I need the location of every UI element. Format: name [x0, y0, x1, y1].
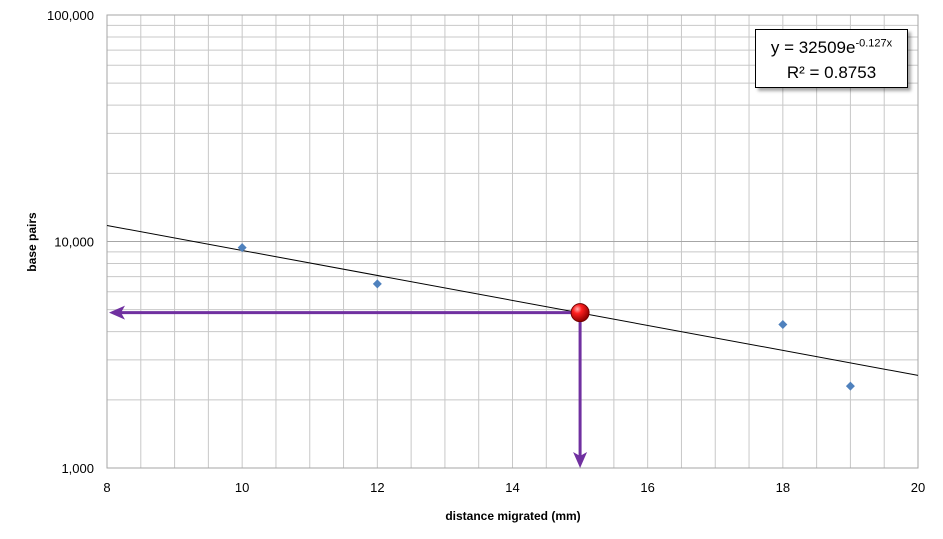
- trendline-equation-box: y = 32509e-0.127x R² = 0.8753: [755, 29, 908, 88]
- trendline-equation: y = 32509e-0.127x: [756, 35, 907, 60]
- highlight-point: [570, 303, 590, 323]
- plot-area: [106, 14, 919, 469]
- horizontal-arrowhead: [109, 305, 125, 320]
- x-tick-label: 20: [911, 480, 925, 495]
- x-tick-label: 12: [370, 480, 384, 495]
- y-axis-ticks: 1,000 10,000 100,000: [47, 8, 94, 476]
- x-tick-label: 16: [640, 480, 654, 495]
- x-axis-ticks: 8 10 12 14 16 18 20: [103, 480, 925, 495]
- data-point: [237, 243, 247, 253]
- y-tick-label: 100,000: [47, 8, 94, 23]
- data-point: [778, 320, 788, 330]
- data-point: [845, 381, 855, 391]
- vertical-arrowhead: [573, 452, 588, 468]
- plot-border: [106, 14, 919, 469]
- x-axis-title: distance migrated (mm): [445, 509, 580, 523]
- x-tick-label: 14: [505, 480, 519, 495]
- equation-text: y = 32509e: [770, 38, 856, 57]
- data-points: [237, 243, 855, 391]
- y-tick-label: 10,000: [54, 235, 94, 250]
- x-tick-label: 18: [776, 480, 790, 495]
- equation-exponent: -0.127x: [855, 37, 893, 50]
- reading-arrows: [109, 305, 588, 468]
- y-tick-label: 1,000: [61, 461, 94, 476]
- x-tick-label: 8: [103, 480, 110, 495]
- r-squared: R² = 0.8753: [786, 63, 877, 82]
- x-tick-label: 10: [235, 480, 249, 495]
- highlight-point-group: [570, 303, 590, 323]
- data-point: [372, 279, 382, 289]
- y-axis-title: base pairs: [25, 212, 39, 272]
